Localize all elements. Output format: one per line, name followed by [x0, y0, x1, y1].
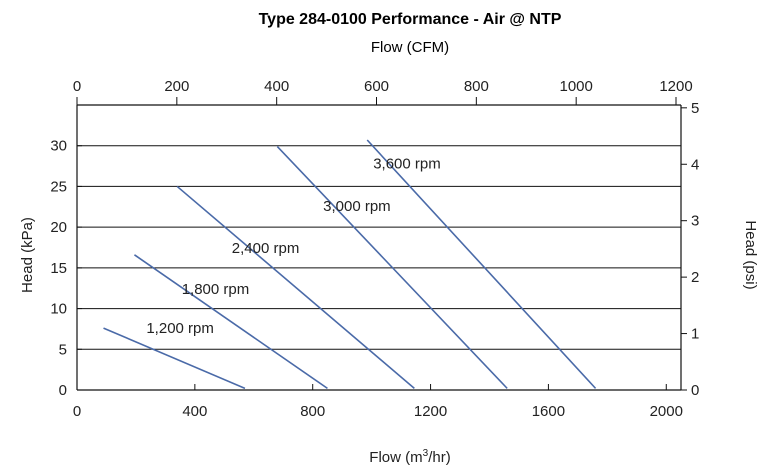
top-tick-label: 600 — [364, 78, 389, 95]
curve-label: 1,200 rpm — [146, 320, 214, 337]
y-tick-label: 30 — [50, 138, 67, 155]
y-tick-label: 20 — [50, 219, 67, 236]
curve-line — [276, 145, 508, 389]
plot-frame — [76, 97, 687, 391]
top-tick-label: 200 — [164, 78, 189, 95]
y-tick-label: 0 — [59, 382, 67, 399]
right-tick-label: 5 — [691, 100, 699, 117]
x-tick-label: 1200 — [414, 403, 447, 420]
top-axis-label: Flow (CFM) — [371, 39, 449, 56]
right-tick-label: 1 — [691, 326, 699, 343]
right-tick-label: 2 — [691, 269, 699, 286]
y-tick-label: 15 — [50, 260, 67, 277]
top-tick-label: 1200 — [659, 78, 692, 95]
chart-title: Type 284-0100 Performance - Air @ NTP — [259, 11, 562, 28]
right-tick-label: 0 — [691, 382, 699, 399]
y-tick-label: 25 — [50, 178, 67, 195]
x-axis-label-tail: /hr) — [428, 449, 451, 466]
right-tick-label: 4 — [691, 156, 699, 173]
top-tick-label: 400 — [264, 78, 289, 95]
x-tick-label: 400 — [182, 403, 207, 420]
x-axis-label: Flow (m3/hr) — [369, 448, 450, 466]
y-tick-label: 5 — [59, 341, 67, 358]
curve-label: 1,800 rpm — [182, 281, 250, 298]
curve-line — [176, 185, 415, 389]
x-tick-label: 1600 — [532, 403, 565, 420]
grid-lines — [77, 145, 681, 350]
top-tick-label: 800 — [464, 78, 489, 95]
y-axis-label-right: Head (psi) — [742, 220, 759, 289]
curve-label: 2,400 rpm — [232, 240, 300, 257]
x-axis-label-sup: 3 — [423, 448, 429, 459]
curve-label: 3,600 rpm — [373, 156, 441, 173]
x-tick-label: 0 — [73, 403, 81, 420]
top-tick-label: 0 — [73, 78, 81, 95]
curve-label: 3,000 rpm — [323, 198, 391, 215]
y-tick-label: 10 — [50, 301, 67, 318]
curve-labels: 1,200 rpm 1,800 rpm 2,400 rpm 3,000 rpm 3,60… — [146, 156, 440, 337]
curves — [103, 139, 597, 390]
curve-line — [103, 327, 246, 390]
curve-line — [366, 139, 597, 389]
right-tick-label: 3 — [691, 213, 699, 230]
curve-line — [133, 254, 328, 390]
x-tick-label: 2000 — [650, 403, 683, 420]
y-axis-label-left: Head (kPa) — [19, 217, 36, 293]
x-tick-label: 800 — [300, 403, 325, 420]
x-axis-label-base: Flow (m — [369, 449, 422, 466]
top-tick-label: 1000 — [559, 78, 592, 95]
